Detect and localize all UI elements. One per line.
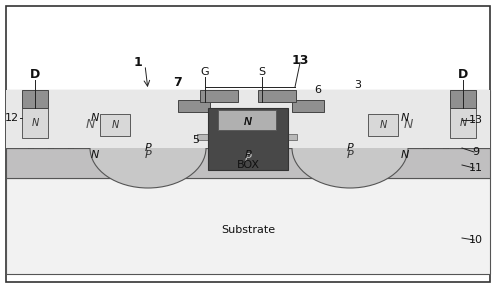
Bar [363, 132, 368, 148]
Bar [166, 132, 171, 148]
Text: P: P [145, 143, 151, 153]
Text: N: N [244, 117, 252, 127]
Bar [450, 90, 476, 108]
Text: N: N [403, 118, 413, 132]
Text: G: G [201, 67, 209, 77]
Text: 13: 13 [469, 115, 483, 125]
Text: 5: 5 [192, 135, 199, 145]
Bar [383, 132, 388, 148]
Ellipse shape [90, 108, 206, 188]
Bar [197, 134, 297, 140]
Text: 12: 12 [5, 113, 19, 123]
Bar [443, 132, 448, 148]
Text: N: N [379, 120, 386, 130]
Text: 1: 1 [133, 56, 142, 69]
Bar [450, 108, 476, 138]
Text: N: N [401, 150, 409, 160]
Text: 11: 11 [469, 163, 483, 173]
Text: N: N [31, 118, 39, 128]
Text: N: N [112, 120, 119, 130]
Bar [108, 132, 113, 148]
Bar [403, 132, 408, 148]
Bar [323, 132, 328, 148]
Bar [22, 90, 48, 108]
Bar [6, 90, 490, 148]
Text: N: N [91, 113, 99, 123]
Text: D: D [30, 69, 40, 82]
Bar [6, 148, 490, 178]
Bar [178, 100, 210, 112]
Text: 3: 3 [355, 80, 362, 90]
Bar [258, 90, 296, 102]
Bar [6, 90, 490, 148]
Bar [423, 132, 428, 148]
Text: P: P [347, 143, 353, 153]
Text: Substrate: Substrate [221, 225, 275, 235]
Bar [292, 100, 324, 112]
Text: N: N [244, 117, 252, 127]
Text: 7: 7 [174, 75, 183, 88]
Text: P: P [347, 150, 353, 160]
Text: N: N [401, 113, 409, 123]
Bar [22, 108, 48, 138]
Text: N: N [459, 118, 467, 128]
Text: BOX: BOX [237, 160, 259, 170]
Bar [48, 132, 53, 148]
Text: 10: 10 [469, 235, 483, 245]
Bar [68, 132, 73, 148]
Bar [200, 90, 238, 102]
Bar [6, 178, 490, 274]
Ellipse shape [292, 108, 408, 188]
Text: P: P [245, 153, 251, 163]
Bar [343, 132, 348, 148]
Bar [368, 114, 398, 136]
Bar [218, 110, 276, 130]
Text: P: P [145, 150, 151, 160]
Bar [208, 108, 288, 170]
Bar [28, 132, 33, 148]
Bar [100, 114, 130, 136]
Text: 13: 13 [291, 54, 309, 67]
Text: N: N [85, 118, 95, 132]
Bar [128, 132, 133, 148]
Text: N: N [91, 150, 99, 160]
Bar [460, 132, 465, 148]
Text: P: P [245, 150, 251, 160]
Text: 9: 9 [472, 147, 480, 157]
Text: D: D [458, 69, 468, 82]
Text: S: S [258, 67, 265, 77]
Text: 6: 6 [314, 85, 321, 95]
Bar [146, 132, 151, 148]
Bar [88, 132, 93, 148]
